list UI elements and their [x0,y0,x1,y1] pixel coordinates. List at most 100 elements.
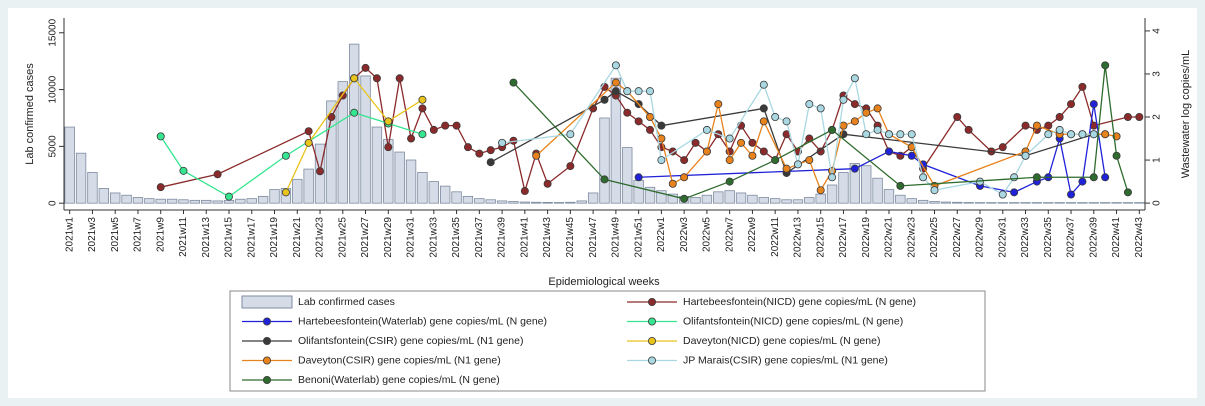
series-marker [850,117,859,126]
series-marker [304,138,313,147]
series-marker [486,146,495,155]
bar [1008,202,1020,204]
series-marker [964,125,973,134]
x-axis-title: Epidemiological weeks [548,276,660,288]
series-marker [953,113,962,122]
x-tick-label: 2021w13 [201,217,212,258]
series-marker [691,138,700,147]
series-marker [600,95,609,104]
bar [576,200,587,204]
series-marker [566,130,575,139]
bar [838,172,849,204]
bar [1134,202,1145,204]
series-marker [1135,113,1144,122]
bar [986,202,997,204]
bar [440,185,451,204]
x-tick-label: 2022w35 [1043,217,1054,258]
x-tick-label: 2022w13 [793,217,804,258]
bar [622,147,633,204]
x-tick-label: 2022w23 [906,217,917,258]
series-marker [680,173,689,182]
series-marker [828,173,837,182]
series-marker [407,134,416,143]
series-marker [634,173,643,182]
series-marker [884,147,893,156]
legend-label: Benoni(Waterlab) gene copies/mL (N gene) [298,374,500,386]
bar [917,199,929,204]
bar [553,202,565,204]
bar [656,190,667,204]
series-marker [646,113,655,122]
bar [64,126,75,204]
x-tick-label: 2021w1 [64,217,75,252]
bar [1088,202,1099,204]
series-marker [281,188,290,197]
series-marker [156,132,165,141]
bar [371,126,383,204]
bar [75,152,87,204]
series-line [502,64,1094,196]
series-marker [384,117,393,126]
legend-label: Hartebeesfontein(Waterlab) gene copies/m… [298,315,547,327]
x-tick-label: 2022w31 [997,217,1008,258]
series-marker [1123,188,1132,197]
series-marker [1089,100,1098,109]
bar [428,181,439,204]
bar [599,117,610,204]
bar [1043,202,1054,204]
series-marker [395,74,404,83]
series-marker [1021,151,1030,160]
y2-tick-label: 1 [1152,157,1163,163]
series-marker [350,108,359,117]
series-marker [1044,130,1053,139]
bar [98,188,110,204]
bar [531,201,542,204]
series-marker [702,125,711,134]
series-marker [486,158,495,167]
series-line [512,65,1129,200]
series-marker [384,143,393,152]
bar [861,165,872,204]
series-marker [805,156,814,165]
series-marker [509,78,518,87]
x-tick-label: 2021w31 [406,217,417,258]
bar [826,184,838,204]
x-tick-label: 2021w19 [269,217,280,258]
series-marker [930,186,939,195]
series-marker [668,179,677,188]
series-marker [759,104,768,113]
bar [519,201,531,204]
series-marker [1101,173,1110,182]
series-marker [543,179,552,188]
legend-marker [648,356,657,365]
x-tick-label: 2021w41 [519,217,530,258]
series-marker [657,156,666,165]
series-marker [1055,125,1064,134]
bar [474,198,485,204]
x-tick-label: 2021w27 [360,217,371,258]
bar [269,189,280,204]
x-tick-label: 2022w37 [1066,217,1077,258]
bar [87,172,98,204]
series-marker [793,160,802,169]
bar [405,159,417,204]
bar [417,172,428,204]
bar [781,199,792,204]
bar [633,180,644,204]
bar [644,186,656,204]
series-marker [418,95,427,104]
series-marker [771,156,780,165]
bar [1020,202,1031,204]
x-tick-label: 2021w5 [110,217,121,252]
series-marker [1078,82,1087,91]
series-marker [611,61,620,70]
series-marker [1067,100,1076,109]
series-marker [441,121,450,130]
bar [121,194,132,204]
x-tick-label: 2021w29 [383,217,394,258]
series-marker [896,130,905,139]
bar [337,81,348,204]
bar [883,189,895,204]
series-marker [600,175,609,184]
bar [804,197,815,204]
